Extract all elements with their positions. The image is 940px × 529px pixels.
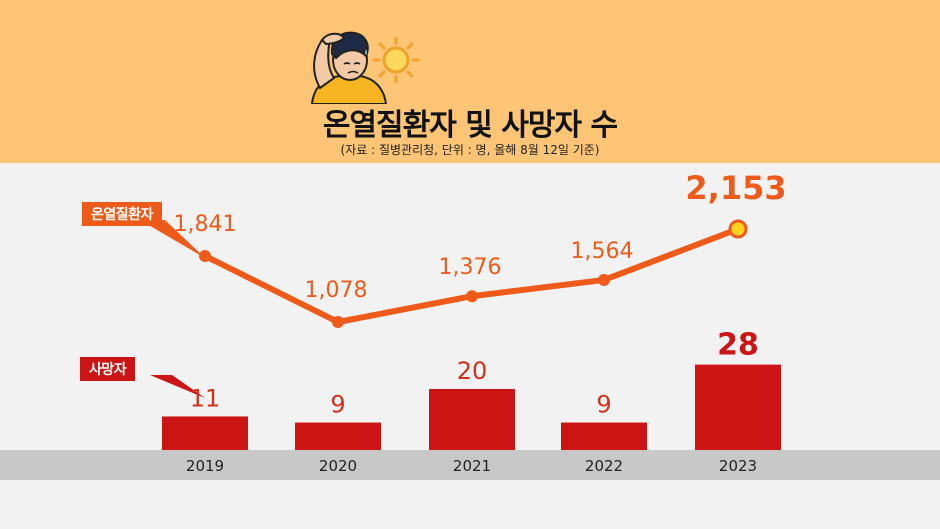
point-label-2020: 1,078 [305, 278, 368, 303]
point-label-2022: 1,564 [571, 239, 634, 264]
point-label-2021: 1,376 [439, 255, 502, 280]
x-tick-2019: 2019 [186, 457, 224, 475]
legend-deaths-pointer [150, 375, 205, 398]
legend-cases-tag: 온열질환자 [82, 202, 162, 226]
legend-cases-pointer [140, 220, 205, 258]
x-tick-2021: 2021 [453, 457, 491, 475]
bar-deaths-2023 [695, 364, 781, 450]
hot-person-icon [310, 31, 420, 104]
bar-label-2019: 11 [190, 384, 221, 412]
x-axis-band [0, 450, 940, 480]
chart-subtitle: (자료 : 질병관리청, 단위 : 명, 올해 8월 12일 기준) [340, 143, 600, 157]
bar-label-2020: 9 [330, 391, 345, 419]
point-cases-2023 [728, 219, 748, 239]
point-cases-2020 [332, 316, 344, 328]
bar-label-2023: 28 [717, 328, 759, 363]
sun-icon [372, 36, 420, 84]
bar-deaths-2020 [295, 422, 381, 450]
point-cases-2019 [199, 249, 211, 262]
bar-deaths-2019 [162, 416, 248, 450]
x-tick-2023: 2023 [719, 457, 757, 475]
chart-title: 온열질환자 및 사망자 수 [322, 108, 618, 143]
bar-deaths-2021 [429, 389, 515, 450]
bar-label-2022: 9 [596, 391, 611, 419]
point-label-2019: 1,841 [174, 212, 237, 237]
x-tick-2020: 2020 [319, 457, 357, 475]
point-cases-2022 [598, 273, 610, 286]
legend-deaths-tag: 사망자 [80, 357, 136, 381]
bar-deaths-2022 [561, 422, 647, 450]
x-tick-2022: 2022 [585, 457, 623, 475]
point-label-2023: 2,153 [685, 169, 786, 207]
point-cases-2021 [466, 290, 478, 303]
header-band: 온열질환자 및 사망자 수 (자료 : 질병관리청, 단위 : 명, 올해 8월… [0, 0, 940, 163]
bar-label-2021: 20 [457, 357, 488, 385]
